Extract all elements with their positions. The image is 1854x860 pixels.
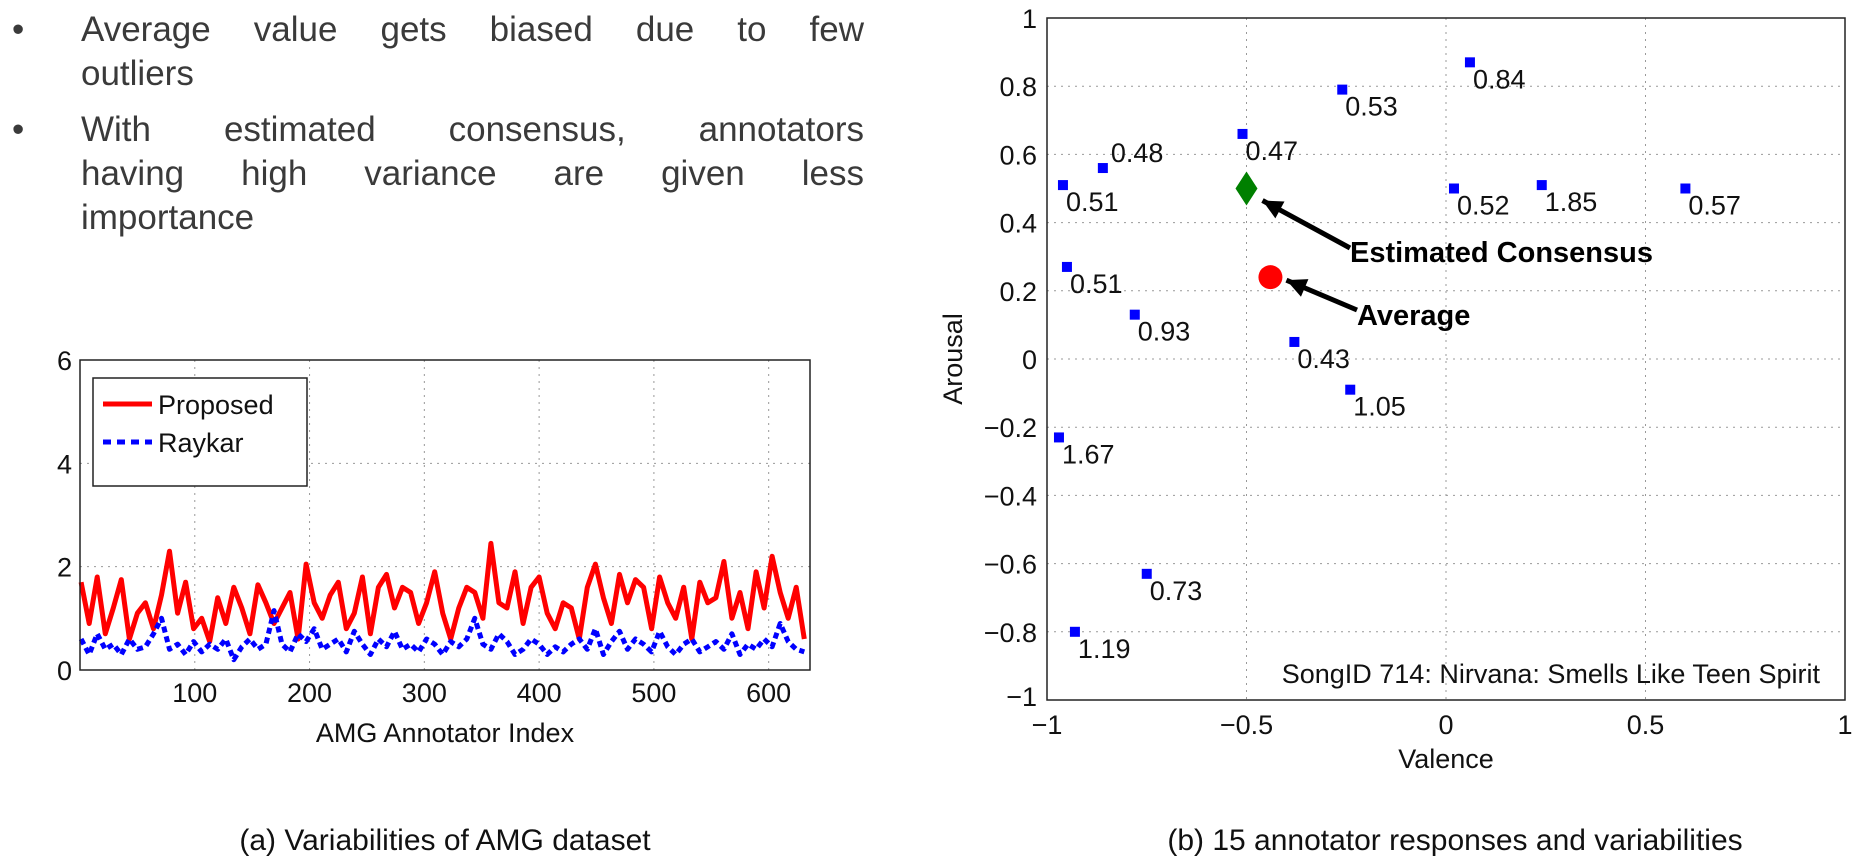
x-tick-label: 100 <box>172 678 217 708</box>
caption-a: (a) Variabilities of AMG dataset <box>239 824 651 857</box>
series-line-proposed <box>78 540 807 645</box>
x-axis-label-a: AMG Annotator Index <box>316 718 575 748</box>
bullet-line: With estimated consensus, annotators <box>81 110 864 149</box>
y-tick-label: 0.8 <box>999 72 1037 102</box>
x-axis-label-b: Valence <box>1398 744 1494 774</box>
point-label: 0.43 <box>1297 344 1350 374</box>
x-tick-label: 300 <box>402 678 447 708</box>
annotator-point <box>1057 180 1068 191</box>
point-label: 0.48 <box>1111 138 1164 168</box>
consensus-annotation: Estimated Consensus <box>1350 237 1653 269</box>
legend-label: Proposed <box>158 390 274 420</box>
x-tick-label: 0.5 <box>1627 710 1665 740</box>
x-tick-label: 600 <box>746 678 791 708</box>
bullet-item: • Average value gets biased due to few o… <box>12 8 864 96</box>
point-label: 1.85 <box>1545 187 1598 217</box>
bullet-line: importance <box>81 198 255 237</box>
y-tick-label: −0.6 <box>984 550 1037 580</box>
y-axis-label-b: Arousal <box>938 313 968 405</box>
annotator-point <box>1289 336 1300 347</box>
annotator-point <box>1129 309 1140 320</box>
point-label: 0.84 <box>1473 64 1526 94</box>
bullet-icon: • <box>12 10 25 49</box>
annotator-point <box>1069 626 1080 637</box>
x-tick-label: 500 <box>631 678 676 708</box>
y-tick-label: 0 <box>57 656 72 686</box>
bullet-line: having high variance are given less <box>81 154 864 193</box>
average-arrow-head <box>1286 279 1309 297</box>
y-tick-label: 1 <box>1022 4 1037 34</box>
x-tick-label: −0.5 <box>1220 710 1273 740</box>
y-tick-label: 0.6 <box>999 140 1037 170</box>
y-tick-label: −0.8 <box>984 618 1037 648</box>
annotator-point <box>1141 568 1152 579</box>
annotator-point <box>1464 57 1475 68</box>
bullet-item: • With estimated consensus, annotators h… <box>12 108 864 240</box>
y-tick-label: 2 <box>57 553 72 583</box>
point-label: 1.67 <box>1062 439 1115 469</box>
point-label: 0.57 <box>1688 191 1741 221</box>
point-label: 0.52 <box>1457 191 1510 221</box>
bullet-line: outliers <box>81 54 194 93</box>
annotator-point <box>1680 183 1691 194</box>
annotator-point <box>1061 261 1072 272</box>
y-tick-label: 0 <box>1022 345 1037 375</box>
y-tick-label: −1 <box>1006 682 1037 712</box>
caption-b: (b) 15 annotator responses and variabili… <box>1167 824 1742 857</box>
point-label: 1.19 <box>1078 634 1131 664</box>
annotator-point <box>1237 128 1248 139</box>
point-label: 0.73 <box>1150 576 1203 606</box>
annotator-point <box>1337 84 1348 95</box>
song-annotation: SongID 714: Nirvana: Smells Like Teen Sp… <box>1282 659 1821 689</box>
y-tick-label: 0.2 <box>999 277 1037 307</box>
y-tick-label: 6 <box>57 346 72 376</box>
x-tick-label: 0 <box>1438 710 1453 740</box>
point-label: 0.47 <box>1246 136 1299 166</box>
variability-line-chart: 100 200 300 400 500 600 0 2 4 6 Proposed Raykar <box>57 346 811 708</box>
bullet-list: • Average value gets biased due to few o… <box>12 8 864 252</box>
y-tick-label: 0.4 <box>999 209 1037 239</box>
plot-frame <box>79 359 811 671</box>
series-line-raykar <box>78 608 806 663</box>
x-tick-label: 1 <box>1837 710 1852 740</box>
x-tick-label: 400 <box>517 678 562 708</box>
point-label: 0.53 <box>1345 92 1398 122</box>
y-tick-label: −0.4 <box>984 481 1037 511</box>
legend-label: Raykar <box>158 428 244 458</box>
consensus-diamond <box>1235 171 1258 206</box>
legend-box <box>92 377 308 487</box>
point-label: 0.51 <box>1070 269 1123 299</box>
average-annotation: Average <box>1357 300 1470 332</box>
point-label: 0.51 <box>1066 187 1119 217</box>
point-label: 0.93 <box>1138 317 1191 347</box>
bullet-icon: • <box>12 110 25 149</box>
annotator-point <box>1345 384 1356 395</box>
plot-frame <box>1046 17 1846 701</box>
annotator-scatter-chart: −1 −0.5 0 0.5 110.80.60.40.20−0.2−0.4−0.6−0.… <box>984 4 1853 740</box>
annotator-point <box>1053 432 1064 443</box>
point-label: 1.05 <box>1353 392 1406 422</box>
y-tick-label: −0.2 <box>984 413 1037 443</box>
annotator-point <box>1097 163 1108 174</box>
x-tick-label: 200 <box>287 678 332 708</box>
annotator-point <box>1536 180 1547 191</box>
annotator-point <box>1448 183 1459 194</box>
y-tick-label: 4 <box>57 449 72 479</box>
bullet-line: Average value gets biased due to few <box>81 10 864 49</box>
average-dot <box>1258 265 1283 290</box>
x-tick-label: −1 <box>1032 710 1063 740</box>
consensus-arrow-head <box>1262 200 1285 219</box>
